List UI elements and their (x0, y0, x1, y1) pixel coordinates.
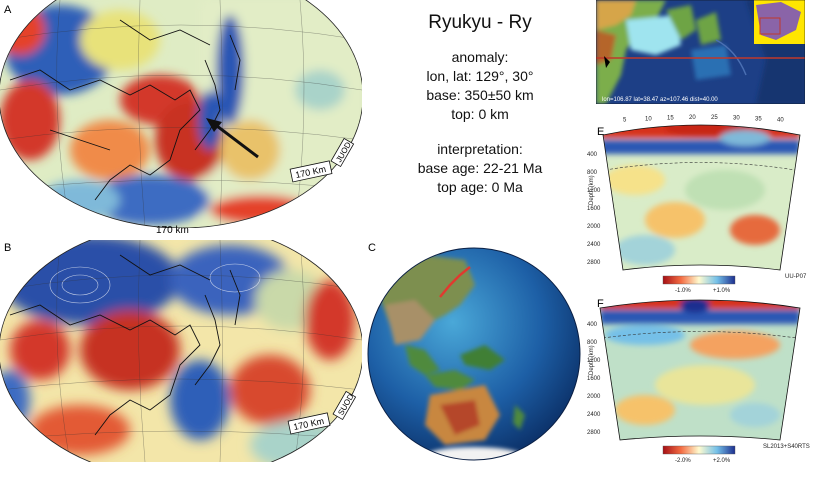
cross-section-panel-f: 400 800 1200 1600 2000 2400 2800 Depth (km) -2… (585, 290, 825, 475)
panel-label-f: F (597, 298, 604, 310)
globe-panel-c (365, 245, 583, 463)
model-name-f: SL2013+S40RTS (763, 444, 810, 450)
cross-section-f: 400 800 1200 1600 2000 2400 2800 Depth (km) -2… (587, 299, 810, 464)
colorbar-e-min: -1.0% (675, 288, 691, 294)
distance-axis-e-tick: 15 (667, 116, 674, 122)
tomography-map-b: 170 Km SUOD (0, 240, 362, 462)
profile-location-map: lon=106.87 lat=38.47 az=107.46 dist=40.0… (596, 0, 805, 104)
anomaly-top: top: 0 km (451, 106, 509, 122)
distance-axis-e-tick: 30 (733, 116, 740, 122)
panel-label-a: A (4, 4, 12, 16)
profile-coords: lon=106.87 lat=38.47 az=107.46 dist=40.0… (602, 97, 718, 103)
model-name-e: UU-P07 (785, 274, 807, 280)
profile-line-globe (439, 266, 471, 298)
anomaly-info: Ryukyu - Ry anomaly: lon, lat: 129°, 30°… (380, 12, 580, 197)
panel-label-b: B (4, 242, 12, 254)
panel-label-e: E (597, 126, 605, 138)
distance-axis-e-tick: 5 (623, 117, 627, 123)
cross-section-e: 5 10 15 20 25 30 35 40 400 800 1200 1600 2000 2400 28… (587, 115, 807, 294)
cross-section-panel-e: 5 10 15 20 25 30 35 40 400 800 1200 1600 2000 2400 28… (585, 110, 825, 295)
anomaly-arrow (212, 121, 259, 159)
depth-axis-f-tick: 400 (587, 322, 598, 328)
depth-axis-e-tick: 800 (587, 170, 598, 176)
colorbar-f (662, 445, 736, 455)
depth-axis-e-tick: 1200 (587, 188, 601, 194)
distance-axis-e-tick: 25 (711, 115, 718, 121)
depth-axis-f-tick: 2400 (587, 412, 601, 418)
distance-axis-e-tick: 20 (689, 115, 696, 121)
anomaly-heading: anomaly: (451, 49, 509, 65)
depth-axis-e-tick: 1600 (587, 206, 601, 212)
tomography-map-a: 170 Km JUOD (0, 0, 362, 228)
profile-map-panel-d: lon=106.87 lat=38.47 az=107.46 dist=40.0… (596, 0, 805, 104)
colorbar-f-min: -2.0% (675, 458, 691, 464)
depth-axis-f-tick: 1600 (587, 376, 601, 382)
depth-axis-f-tick: 1200 (587, 358, 601, 364)
depth-axis-e-tick: 2800 (587, 260, 601, 266)
base-age: base age: 22-21 Ma (417, 160, 543, 176)
depth-axis-f-tick: 2000 (587, 394, 601, 400)
interpretation-heading: interpretation: (437, 141, 523, 157)
depth-axis-label-e: Depth (km) (589, 175, 595, 205)
colorbar-f-max: +2.0% (713, 458, 731, 464)
anomaly-lonlat: lon, lat: 129°, 30° (426, 68, 534, 84)
scale-box-a: 170 Km (289, 160, 333, 183)
map-panel-b: 170 Km SUOD (0, 240, 362, 462)
distance-axis-e-tick: 10 (645, 116, 652, 122)
panel-label-c: C (368, 242, 376, 254)
colorbar-e (662, 275, 736, 285)
distance-axis-e-tick: 35 (755, 116, 762, 122)
depth-axis-e-tick: 400 (587, 152, 598, 158)
map-panel-a: 170 Km JUOD (0, 0, 362, 228)
anomaly-title: Ryukyu - Ry (428, 12, 532, 33)
globe-image (367, 247, 581, 461)
depth-axis-label-f: Depth (km) (589, 345, 595, 375)
depth-axis-f-tick: 2800 (587, 430, 601, 436)
scale-box-b: 170 Km (287, 412, 331, 435)
colorbar-e-max: +1.0% (713, 288, 731, 294)
top-age: top age: 0 Ma (437, 179, 523, 195)
depth-axis-f-tick: 800 (587, 340, 598, 346)
anomaly-base: base: 350±50 km (426, 87, 534, 103)
map-a-caption: 170 km (156, 225, 189, 236)
depth-axis-e-tick: 2000 (587, 224, 601, 230)
distance-axis-e-tick: 40 (777, 117, 784, 123)
depth-axis-e-tick: 2400 (587, 242, 601, 248)
